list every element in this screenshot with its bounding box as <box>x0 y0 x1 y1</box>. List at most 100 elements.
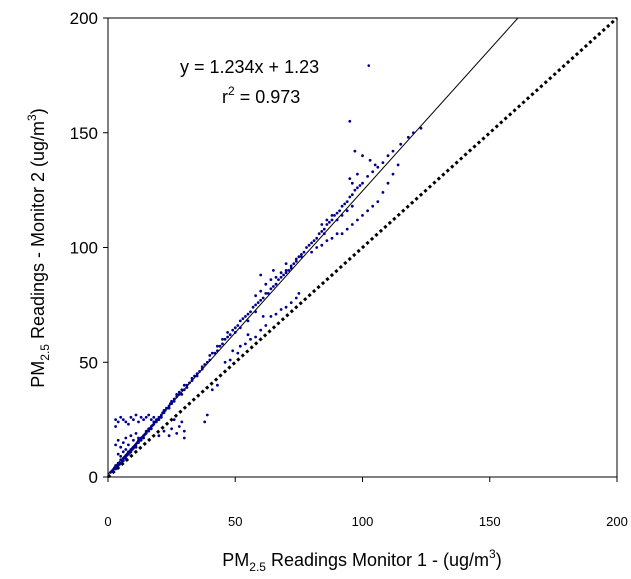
data-point <box>114 425 117 428</box>
data-point <box>139 438 143 442</box>
data-point <box>264 282 268 286</box>
data-point <box>142 418 146 421</box>
data-point <box>254 335 257 339</box>
data-point <box>190 379 194 382</box>
data-point <box>305 246 308 249</box>
data-point <box>160 413 163 417</box>
data-point <box>210 388 214 392</box>
data-point <box>330 236 334 240</box>
data-point <box>175 393 179 396</box>
x-title-sup: 3 <box>489 547 496 561</box>
data-point <box>373 163 377 167</box>
data-point <box>129 434 133 438</box>
data-point <box>300 253 303 256</box>
data-point <box>396 163 400 167</box>
data-point <box>226 331 230 334</box>
data-point <box>345 200 349 204</box>
data-point <box>216 349 219 353</box>
data-point <box>297 292 301 295</box>
data-point <box>167 406 171 410</box>
data-point <box>256 301 260 304</box>
data-point <box>170 402 174 405</box>
data-point <box>272 269 275 272</box>
y-title-sub: 2.5 <box>38 344 52 361</box>
reference-line-1to1 <box>106 16 619 479</box>
data-point <box>272 285 275 288</box>
data-point <box>348 177 352 181</box>
data-point <box>162 429 166 433</box>
data-point <box>228 333 232 337</box>
data-point <box>167 434 171 438</box>
data-point <box>182 383 186 387</box>
data-point <box>175 432 179 435</box>
data-point <box>149 418 153 421</box>
data-point <box>348 195 352 199</box>
data-point <box>167 404 171 408</box>
data-point <box>185 386 189 389</box>
data-point <box>246 333 250 337</box>
data-point <box>320 243 324 247</box>
y-title-pm: PM <box>28 361 48 388</box>
data-point <box>124 457 128 460</box>
data-point <box>366 175 369 178</box>
data-point <box>228 358 232 362</box>
data-point <box>124 436 128 440</box>
data-point <box>134 445 138 449</box>
data-point <box>144 415 148 419</box>
data-point <box>333 214 336 217</box>
data-point <box>218 344 222 348</box>
data-point <box>353 188 357 192</box>
data-point <box>180 420 184 424</box>
data-point <box>287 269 291 272</box>
data-point <box>157 434 161 438</box>
data-point <box>269 315 273 318</box>
data-point <box>185 383 189 387</box>
data-point <box>328 220 331 224</box>
data-point <box>226 335 230 339</box>
data-point <box>356 172 359 176</box>
data-point <box>114 418 117 421</box>
data-point <box>399 142 403 146</box>
data-point <box>259 328 263 332</box>
legend-marker: • <box>367 61 371 72</box>
data-point <box>343 202 347 206</box>
data-point <box>292 262 296 265</box>
data-point <box>149 427 153 431</box>
data-point <box>137 420 140 424</box>
data-point <box>386 154 390 158</box>
r-squared-value: = 0.973 <box>235 87 301 107</box>
data-point <box>264 292 268 295</box>
data-point <box>116 452 120 456</box>
data-point <box>391 172 395 176</box>
y-tick-label: 200 <box>70 9 98 28</box>
data-point <box>160 415 163 419</box>
data-point <box>315 246 319 249</box>
data-point <box>147 413 151 417</box>
data-point <box>162 411 166 415</box>
data-point <box>134 413 138 417</box>
data-point <box>188 381 191 385</box>
x-tick-label: 100 <box>352 514 374 529</box>
data-point <box>152 422 156 426</box>
data-point <box>182 436 186 440</box>
data-point <box>238 326 242 330</box>
data-point <box>236 324 240 327</box>
data-point <box>340 214 344 217</box>
data-point <box>213 351 217 355</box>
data-point <box>261 315 265 318</box>
data-point <box>180 388 184 392</box>
data-point <box>294 257 298 261</box>
data-point <box>274 312 278 316</box>
data-point <box>249 310 252 314</box>
data-point <box>172 397 176 401</box>
data-point <box>116 420 120 424</box>
data-point <box>203 420 207 424</box>
data-point <box>152 415 156 419</box>
data-point <box>241 317 245 320</box>
data-point <box>350 181 354 185</box>
data-point <box>170 399 174 403</box>
x-title-sub: 2.5 <box>249 560 266 574</box>
data-point <box>335 211 339 215</box>
data-point <box>231 349 235 353</box>
data-point <box>294 259 298 263</box>
